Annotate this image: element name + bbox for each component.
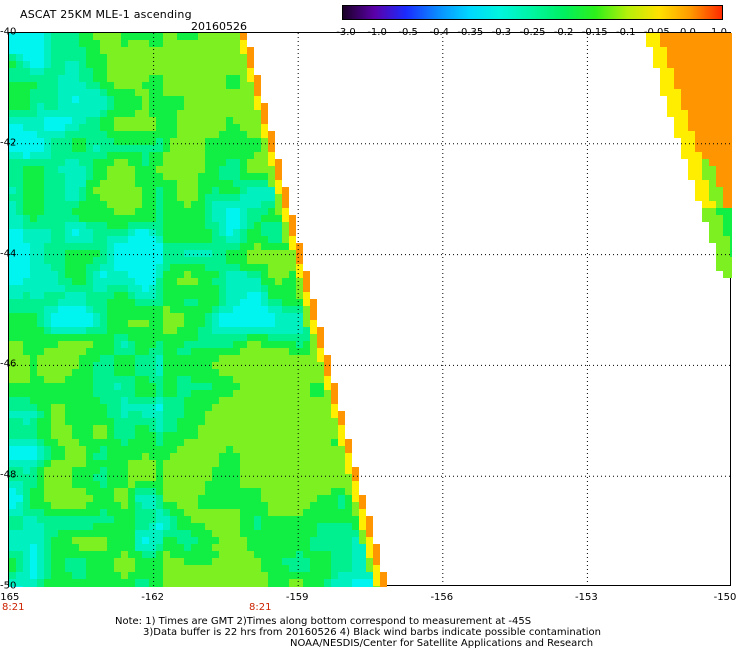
color-scale-bar [342,5,723,20]
time-label-2: 8:21 [249,602,272,613]
latitude-tick-label: -40 [0,26,17,38]
longitude-tick-label: -159 [285,592,309,603]
latitude-tick-label: -50 [0,580,17,592]
longitude-tick-label: -156 [430,592,454,603]
note-line-2: 3)Data buffer is 22 hrs from 20160526 4)… [143,627,601,638]
note-line-1: Note: 1) Times are GMT 2)Times along bot… [115,616,532,627]
longitude-tick-label: -153 [575,592,598,603]
longitude-tick-label: -150 [713,592,737,603]
map-plot-area [8,32,732,587]
swath-map [9,33,732,587]
latitude-tick-label: -44 [0,248,17,260]
note-line-3: NOAA/NESDIS/Center for Satellite Applica… [290,638,594,649]
latitude-tick-label: -46 [0,358,17,370]
longitude-tick-label: -162 [141,592,164,603]
latitude-tick-label: -48 [0,469,17,481]
map-date: 20160526 [191,20,247,33]
time-label-1: 8:21 [2,602,25,613]
longitude-tick-label: -165 [0,592,20,603]
map-title: ASCAT 25KM MLE-1 ascending [20,8,192,21]
latitude-tick-label: -42 [0,137,17,149]
